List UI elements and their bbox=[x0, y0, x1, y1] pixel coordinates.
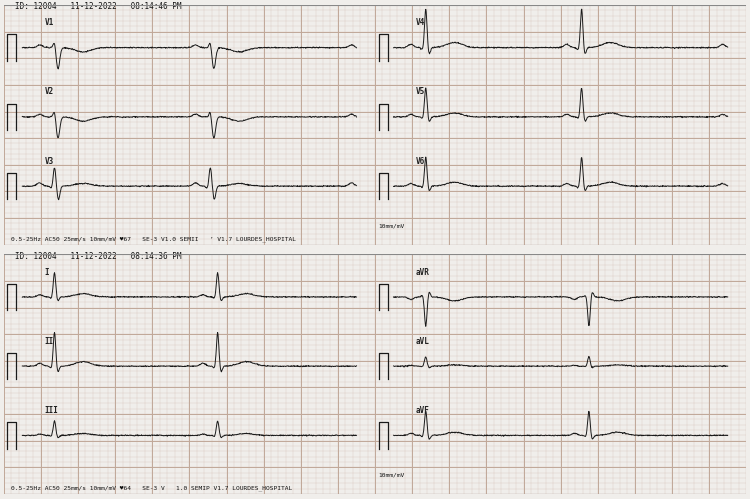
Text: III: III bbox=[44, 406, 58, 415]
Text: V3: V3 bbox=[44, 157, 54, 166]
Text: V2: V2 bbox=[44, 87, 54, 96]
Text: V6: V6 bbox=[416, 157, 425, 166]
Text: V4: V4 bbox=[416, 18, 425, 27]
Text: V5: V5 bbox=[416, 87, 425, 96]
Text: 0.5-25Hz AC50 25mm/s 10mm/mV ♥67   SE-3 V1.0 SEMII   ’ V1.7 LOURDES_HOSPITAL: 0.5-25Hz AC50 25mm/s 10mm/mV ♥67 SE-3 V1… bbox=[11, 237, 296, 242]
Text: aVL: aVL bbox=[416, 337, 430, 346]
Text: aVR: aVR bbox=[416, 267, 430, 276]
Text: 10mm/mV: 10mm/mV bbox=[379, 224, 405, 229]
Text: V1: V1 bbox=[44, 18, 54, 27]
Text: ID: 12004   11-12-2022   08:14:46 PM: ID: 12004 11-12-2022 08:14:46 PM bbox=[15, 2, 182, 11]
Text: ID: 12004   11-12-2022   08:14:36 PM: ID: 12004 11-12-2022 08:14:36 PM bbox=[15, 251, 182, 260]
Text: aVF: aVF bbox=[416, 406, 430, 415]
Text: 0.5-25Hz AC50 25mm/s 10mm/mV ♥64   SE-3 V   1.0 SEMIP V1.7 LOURDES_HOSPITAL: 0.5-25Hz AC50 25mm/s 10mm/mV ♥64 SE-3 V … bbox=[11, 486, 292, 492]
Text: 10mm/mV: 10mm/mV bbox=[379, 473, 405, 478]
Text: II: II bbox=[44, 337, 54, 346]
Text: I: I bbox=[44, 267, 50, 276]
